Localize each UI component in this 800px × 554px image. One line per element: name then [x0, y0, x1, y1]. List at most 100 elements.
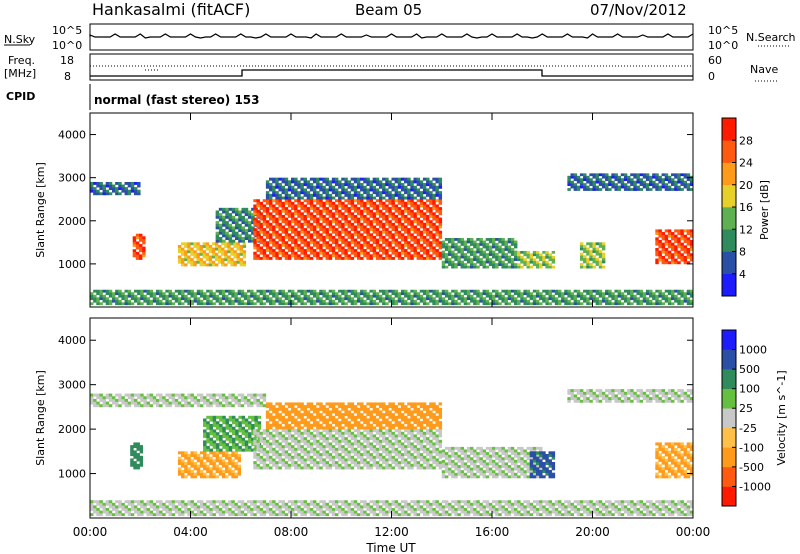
heatmap-cell: [382, 439, 386, 443]
heatmap-cell: [294, 421, 298, 425]
heatmap-cell: [250, 299, 254, 303]
heatmap-cell: [372, 177, 377, 181]
heatmap-cell: [190, 459, 194, 463]
heatmap-cell: [369, 249, 373, 252]
heatmap-cell: [416, 447, 421, 451]
heatmap-cell: [306, 185, 311, 189]
heatmap-cell: [322, 299, 326, 303]
heatmap-cell: [193, 292, 198, 296]
heatmap-cell: [344, 209, 348, 213]
heatmap-cell: [394, 207, 399, 211]
heatmap-cell: [674, 261, 678, 265]
heatmap-cell: [366, 209, 370, 213]
heatmap-cell: [419, 180, 424, 184]
heatmap-cell: [429, 183, 433, 187]
heatmap-cell: [347, 431, 351, 435]
heatmap-cell: [479, 243, 483, 246]
heatmap-cell: [291, 214, 295, 218]
heatmap-cell: [247, 237, 252, 240]
heatmap-cell: [391, 212, 395, 216]
heatmap-cell: [316, 207, 320, 211]
heatmap-cell: [203, 440, 207, 444]
colorbar-tick-label: 8: [739, 246, 746, 259]
heatmap-cell: [570, 180, 574, 184]
heatmap-cell: [432, 188, 436, 192]
heatmap-cell: [595, 257, 600, 261]
heatmap-cell: [99, 302, 103, 306]
heatmap-cell: [623, 289, 628, 293]
heatmap-cell: [108, 299, 113, 303]
heatmap-cell: [193, 396, 198, 400]
heatmap-cell: [579, 252, 584, 256]
heatmap-cell: [222, 432, 226, 436]
heatmap-cell: [438, 434, 443, 438]
heatmap-cell: [316, 225, 320, 229]
heatmap-cell: [444, 238, 449, 241]
heatmap-cell: [404, 204, 408, 208]
heatmap-cell: [269, 442, 273, 446]
heatmap-cell: [391, 241, 395, 245]
heatmap-cell: [498, 260, 502, 264]
heatmap-cell: [338, 246, 342, 250]
heatmap-cell: [394, 185, 399, 189]
heatmap-cell: [498, 250, 502, 254]
heatmap-cell: [680, 173, 684, 177]
heatmap-cell: [473, 243, 477, 246]
heatmap-cell: [287, 220, 292, 224]
heatmap-cell: [451, 263, 455, 266]
heatmap-cell: [174, 294, 179, 298]
heatmap-cell: [680, 255, 684, 259]
heatmap-cell: [385, 447, 389, 451]
heatmap-cell: [331, 196, 336, 200]
heatmap-cell: [319, 423, 323, 427]
heatmap-cell: [419, 445, 424, 449]
heatmap-cell: [416, 453, 421, 457]
heatmap-cell: [124, 297, 128, 301]
heatmap-cell: [121, 302, 125, 306]
heatmap-cell: [341, 241, 345, 245]
heatmap-cell: [347, 233, 351, 237]
heatmap-cell: [551, 294, 556, 298]
heatmap-cell: [284, 183, 289, 187]
heatmap-cell: [225, 207, 229, 211]
heatmap-cell: [689, 183, 694, 186]
heatmap-cell: [291, 421, 295, 425]
heatmap-cell: [350, 445, 355, 449]
heatmap-cell: [209, 467, 213, 471]
heatmap-cell: [206, 432, 210, 436]
heatmap-cell: [259, 445, 264, 449]
heatmap-cell: [388, 193, 392, 197]
heatmap-cell: [470, 238, 474, 241]
heatmap-cell: [507, 292, 512, 296]
heatmap-cell: [382, 228, 386, 232]
heatmap-cell: [278, 434, 282, 438]
heatmap-cell: [259, 458, 264, 462]
heatmap-cell: [397, 191, 402, 195]
heatmap-cell: [130, 189, 135, 193]
y-tick-label: 4000: [58, 129, 86, 142]
heatmap-cell: [457, 263, 461, 266]
heatmap-cell: [542, 297, 546, 301]
heatmap-cell: [627, 180, 631, 184]
heatmap-cell: [363, 458, 367, 462]
heatmap-cell: [265, 299, 270, 303]
heatmap-cell: [510, 260, 515, 264]
heatmap-cell: [284, 207, 289, 211]
heatmap-cell: [400, 302, 405, 306]
heatmap-cell: [366, 302, 370, 306]
heatmap-cell: [331, 463, 336, 467]
heatmap-cell: [159, 289, 163, 293]
heatmap-cell: [435, 207, 439, 211]
heatmap-cell: [187, 456, 191, 460]
heatmap-cell: [177, 292, 182, 296]
heatmap-cell: [372, 302, 377, 306]
heatmap-cell: [212, 472, 216, 476]
heatmap-cell: [228, 396, 232, 400]
heatmap-cell: [360, 431, 364, 435]
heatmap-cell: [513, 240, 518, 244]
heatmap-cell: [435, 191, 439, 195]
heatmap-cell: [630, 297, 634, 301]
heatmap-cell: [350, 225, 355, 229]
heatmap-cell: [206, 454, 210, 457]
heatmap-cell: [190, 404, 194, 408]
